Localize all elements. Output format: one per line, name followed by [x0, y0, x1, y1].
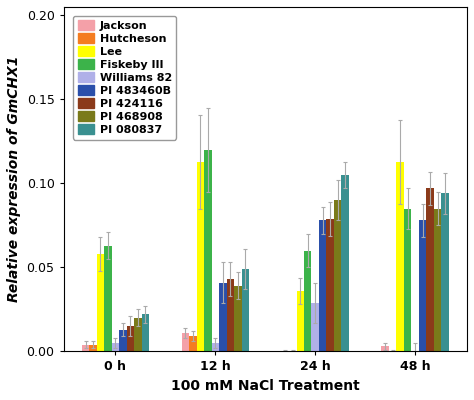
X-axis label: 100 mM NaCl Treatment: 100 mM NaCl Treatment — [171, 379, 360, 393]
Bar — [441, 194, 449, 352]
Bar — [104, 246, 112, 352]
Bar — [382, 346, 389, 352]
Bar — [97, 254, 104, 352]
Bar — [134, 318, 142, 352]
Bar — [189, 336, 197, 352]
Bar — [204, 150, 211, 352]
Bar — [434, 209, 441, 352]
Bar — [219, 282, 227, 352]
Bar — [119, 330, 127, 352]
Y-axis label: Relative expression of GmCHX1: Relative expression of GmCHX1 — [7, 56, 21, 302]
Bar — [341, 175, 349, 352]
Bar — [304, 251, 311, 352]
Bar — [242, 269, 249, 352]
Bar — [311, 303, 319, 352]
Bar — [426, 188, 434, 352]
Bar — [127, 326, 134, 352]
Bar — [334, 200, 341, 352]
Bar — [319, 220, 327, 352]
Bar — [327, 219, 334, 352]
Bar — [297, 291, 304, 352]
Bar — [112, 343, 119, 352]
Bar — [89, 345, 97, 352]
Bar — [211, 343, 219, 352]
Legend: Jackson, Hutcheson, Lee, Fiskeby III, Williams 82, PI 483460B, PI 424116, PI 468: Jackson, Hutcheson, Lee, Fiskeby III, Wi… — [73, 16, 176, 140]
Bar — [404, 209, 411, 352]
Bar — [197, 162, 204, 352]
Bar — [227, 279, 234, 352]
Bar — [182, 333, 189, 352]
Bar — [419, 220, 426, 352]
Bar — [234, 286, 242, 352]
Bar — [142, 314, 149, 352]
Bar — [82, 345, 89, 352]
Bar — [396, 162, 404, 352]
